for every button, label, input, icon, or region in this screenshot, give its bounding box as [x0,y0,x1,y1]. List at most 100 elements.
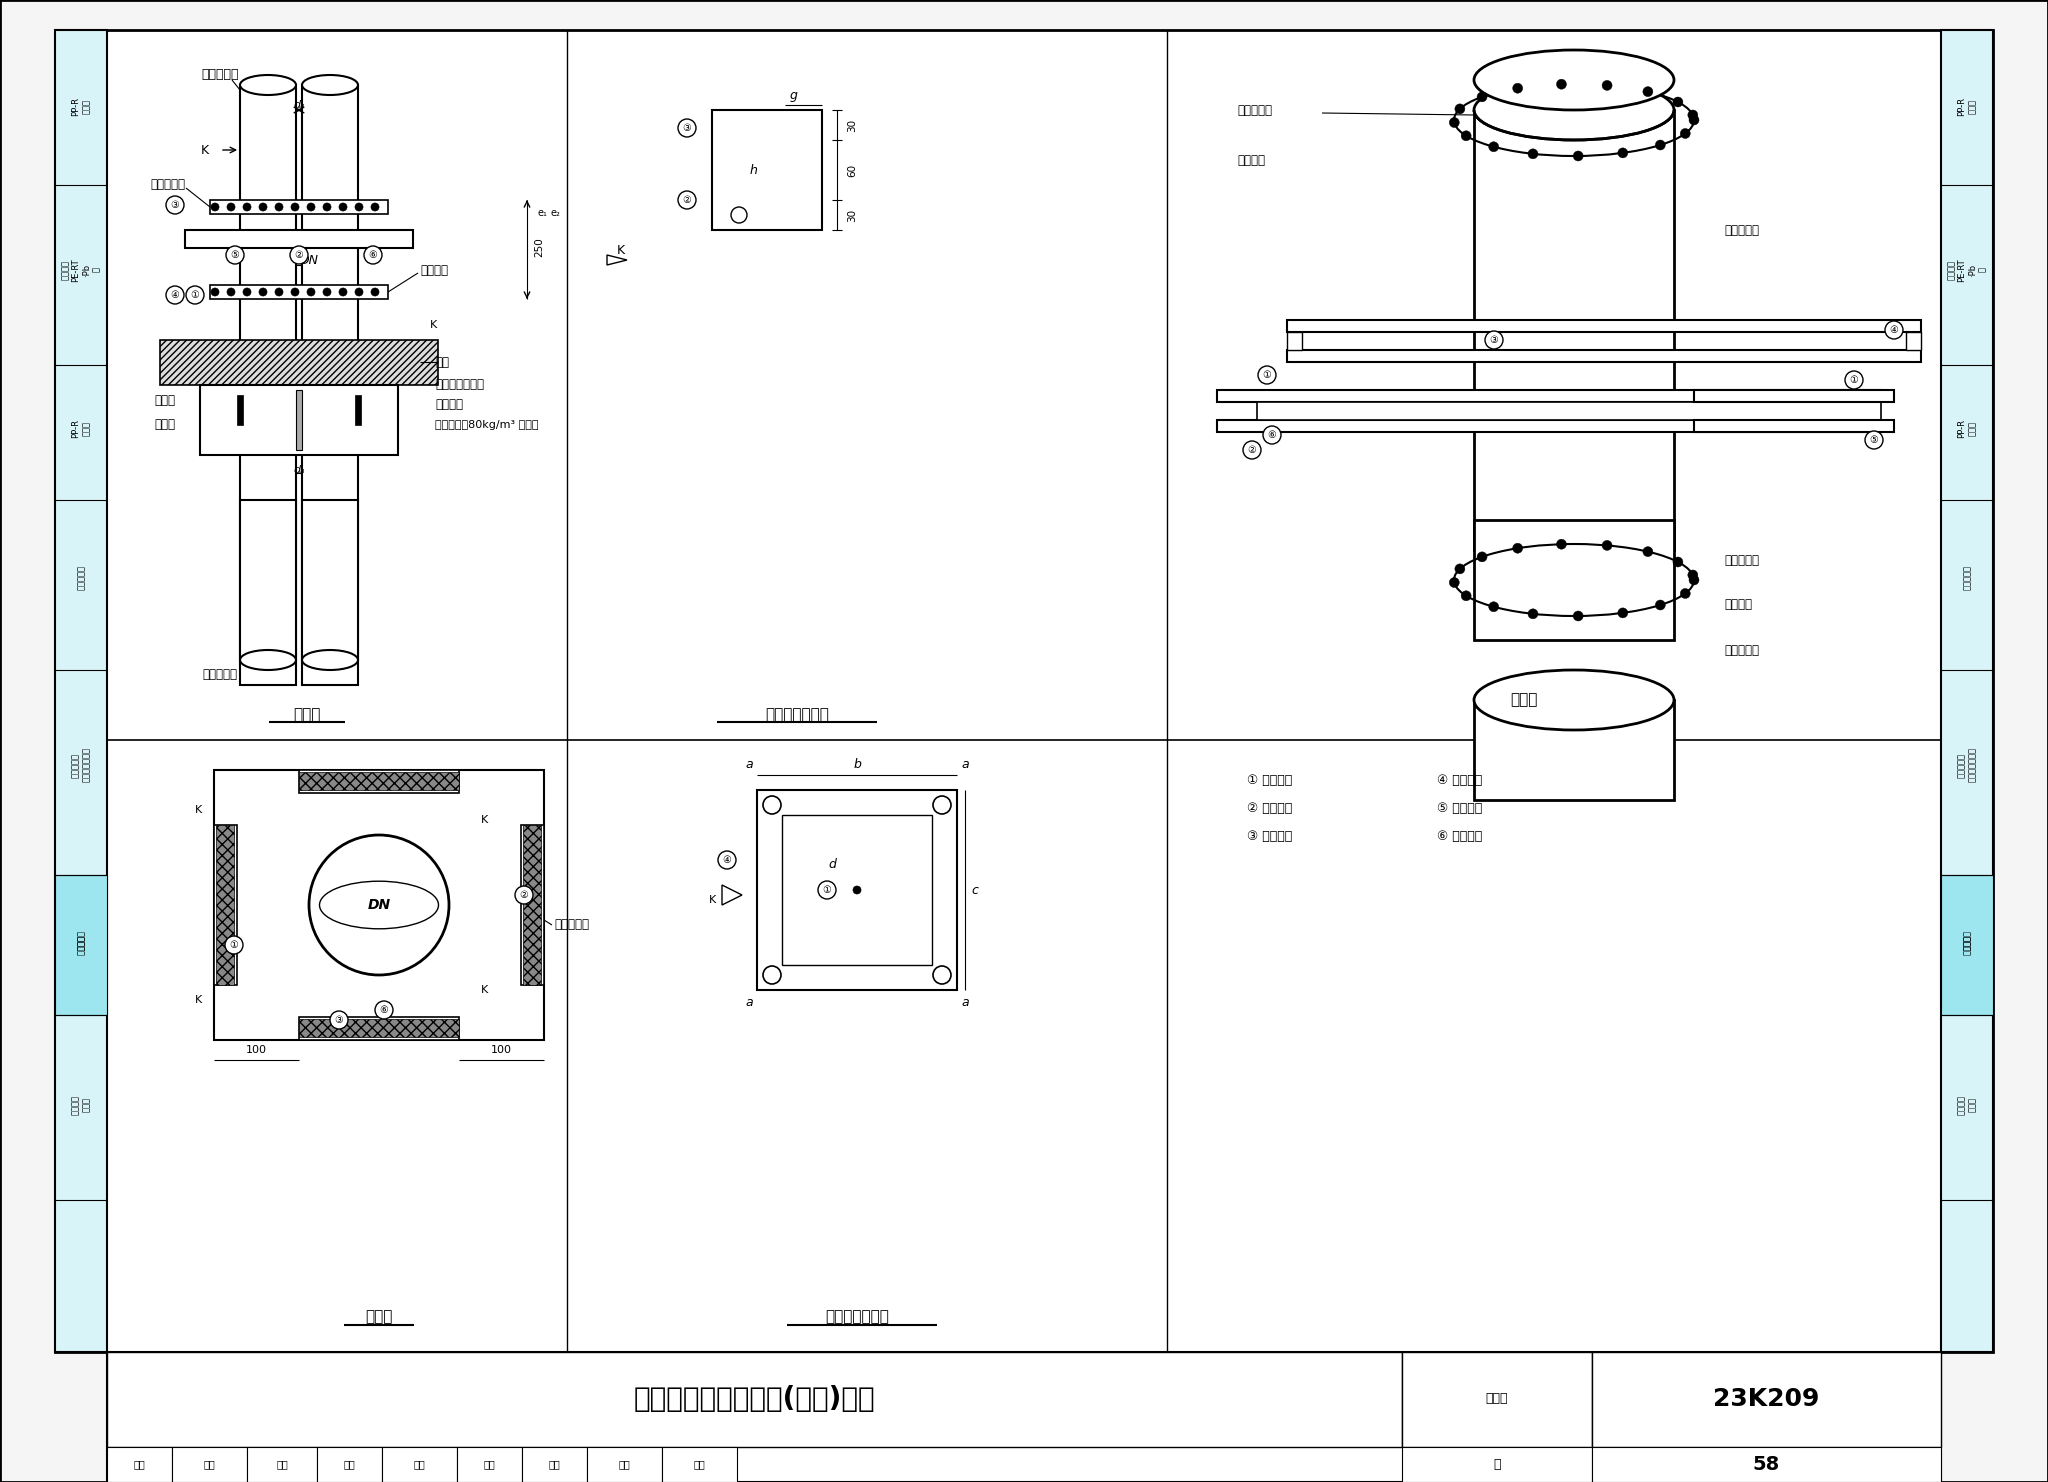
Bar [522,1446,588,1482]
Circle shape [291,288,299,296]
Bar [520,825,545,986]
Text: 100: 100 [492,1045,512,1055]
Text: ③: ③ [682,123,692,133]
Bar [317,1446,383,1482]
Circle shape [211,288,219,296]
Text: d: d [827,858,836,871]
Bar [662,1446,737,1482]
Bar [1694,390,1894,402]
Text: ④: ④ [170,290,180,299]
Text: ② 支承钢板: ② 支承钢板 [1247,802,1292,815]
Circle shape [1460,591,1470,600]
Text: 校对: 校对 [344,1458,354,1469]
Circle shape [1528,609,1538,619]
Circle shape [1528,148,1538,159]
Text: 30: 30 [848,119,856,132]
Bar [301,84,358,685]
Bar [299,1017,459,1040]
Bar [522,825,541,986]
Circle shape [1264,425,1280,445]
Circle shape [225,937,244,954]
Bar [1475,520,1673,640]
Bar [201,385,397,455]
Text: 邹勇: 邹勇 [692,1458,705,1469]
Text: 轴测图: 轴测图 [1509,692,1538,707]
Text: 子忆: 子忆 [483,1458,496,1469]
Circle shape [1513,544,1522,553]
Text: 页: 页 [1493,1457,1501,1470]
Circle shape [291,203,299,210]
Bar [1475,110,1673,550]
Circle shape [340,288,346,296]
Circle shape [227,203,236,210]
Text: 阻火圈: 阻火圈 [154,418,174,431]
Text: 祁红: 祁红 [276,1458,289,1469]
Text: 法兰连接: 法兰连接 [420,264,449,277]
Ellipse shape [240,651,297,670]
Circle shape [244,203,252,210]
Circle shape [324,288,332,296]
Circle shape [1655,600,1665,611]
Bar [299,771,459,793]
Bar [211,200,387,213]
Text: 100: 100 [246,1045,266,1055]
Text: a: a [745,759,754,772]
Bar [211,285,387,299]
Circle shape [166,286,184,304]
Text: K: K [195,805,203,815]
Text: ⑥: ⑥ [1268,430,1276,440]
Text: 法兰连接: 法兰连接 [1724,599,1751,612]
Text: K: K [616,243,625,256]
Bar [1694,419,1894,431]
Circle shape [340,203,346,210]
Text: ①: ① [1849,375,1858,385]
Circle shape [1477,551,1487,562]
Circle shape [1489,602,1499,612]
Text: g: g [791,89,799,101]
Text: 管道支架: 管道支架 [76,935,86,954]
Circle shape [1454,104,1464,114]
Bar [248,1446,317,1482]
Text: 图集号: 图集号 [1485,1393,1507,1405]
Text: 蒋隆: 蒋隆 [203,1458,215,1469]
Text: 楼板: 楼板 [434,356,449,369]
Bar [1591,1352,1942,1446]
Text: ⑤: ⑤ [231,250,240,259]
Ellipse shape [1475,670,1673,731]
Circle shape [1450,117,1460,127]
Circle shape [1688,110,1698,120]
Ellipse shape [301,651,358,670]
Bar [240,84,297,685]
Circle shape [258,203,266,210]
Text: 钢塑复合管
管道热补偿方式: 钢塑复合管 管道热补偿方式 [1958,747,1976,782]
Circle shape [764,796,780,814]
Circle shape [1477,92,1487,102]
Text: 支撑钢板大样图: 支撑钢板大样图 [766,707,829,723]
Text: 审核: 审核 [133,1458,145,1469]
Circle shape [1618,148,1628,159]
Circle shape [365,246,383,264]
Text: ⑥ 镀锌螺栓: ⑥ 镀锌螺栓 [1438,830,1483,842]
Text: 铝塑复合管: 铝塑复合管 [1962,566,1972,590]
Circle shape [354,288,362,296]
Text: c: c [971,883,979,897]
Bar [213,771,545,1040]
Text: 58: 58 [1753,1454,1780,1473]
Text: ⑤ 膨胀锚栓: ⑤ 膨胀锚栓 [1438,802,1483,815]
Circle shape [678,119,696,136]
Bar [172,1446,248,1482]
Circle shape [678,191,696,209]
Text: 金属过渡管: 金属过渡管 [1724,224,1759,237]
Text: 管道支架: 管道支架 [1962,931,1972,950]
Text: 60: 60 [848,163,856,176]
Bar [1286,350,1921,362]
Bar [215,825,233,986]
Text: ②: ② [682,196,692,205]
Circle shape [354,203,362,210]
Circle shape [1602,80,1612,90]
Circle shape [854,886,860,894]
Bar [782,815,932,965]
Text: e₁: e₁ [537,207,547,218]
Circle shape [1673,557,1683,568]
Text: PP-R
复合管: PP-R 复合管 [1958,98,1976,117]
